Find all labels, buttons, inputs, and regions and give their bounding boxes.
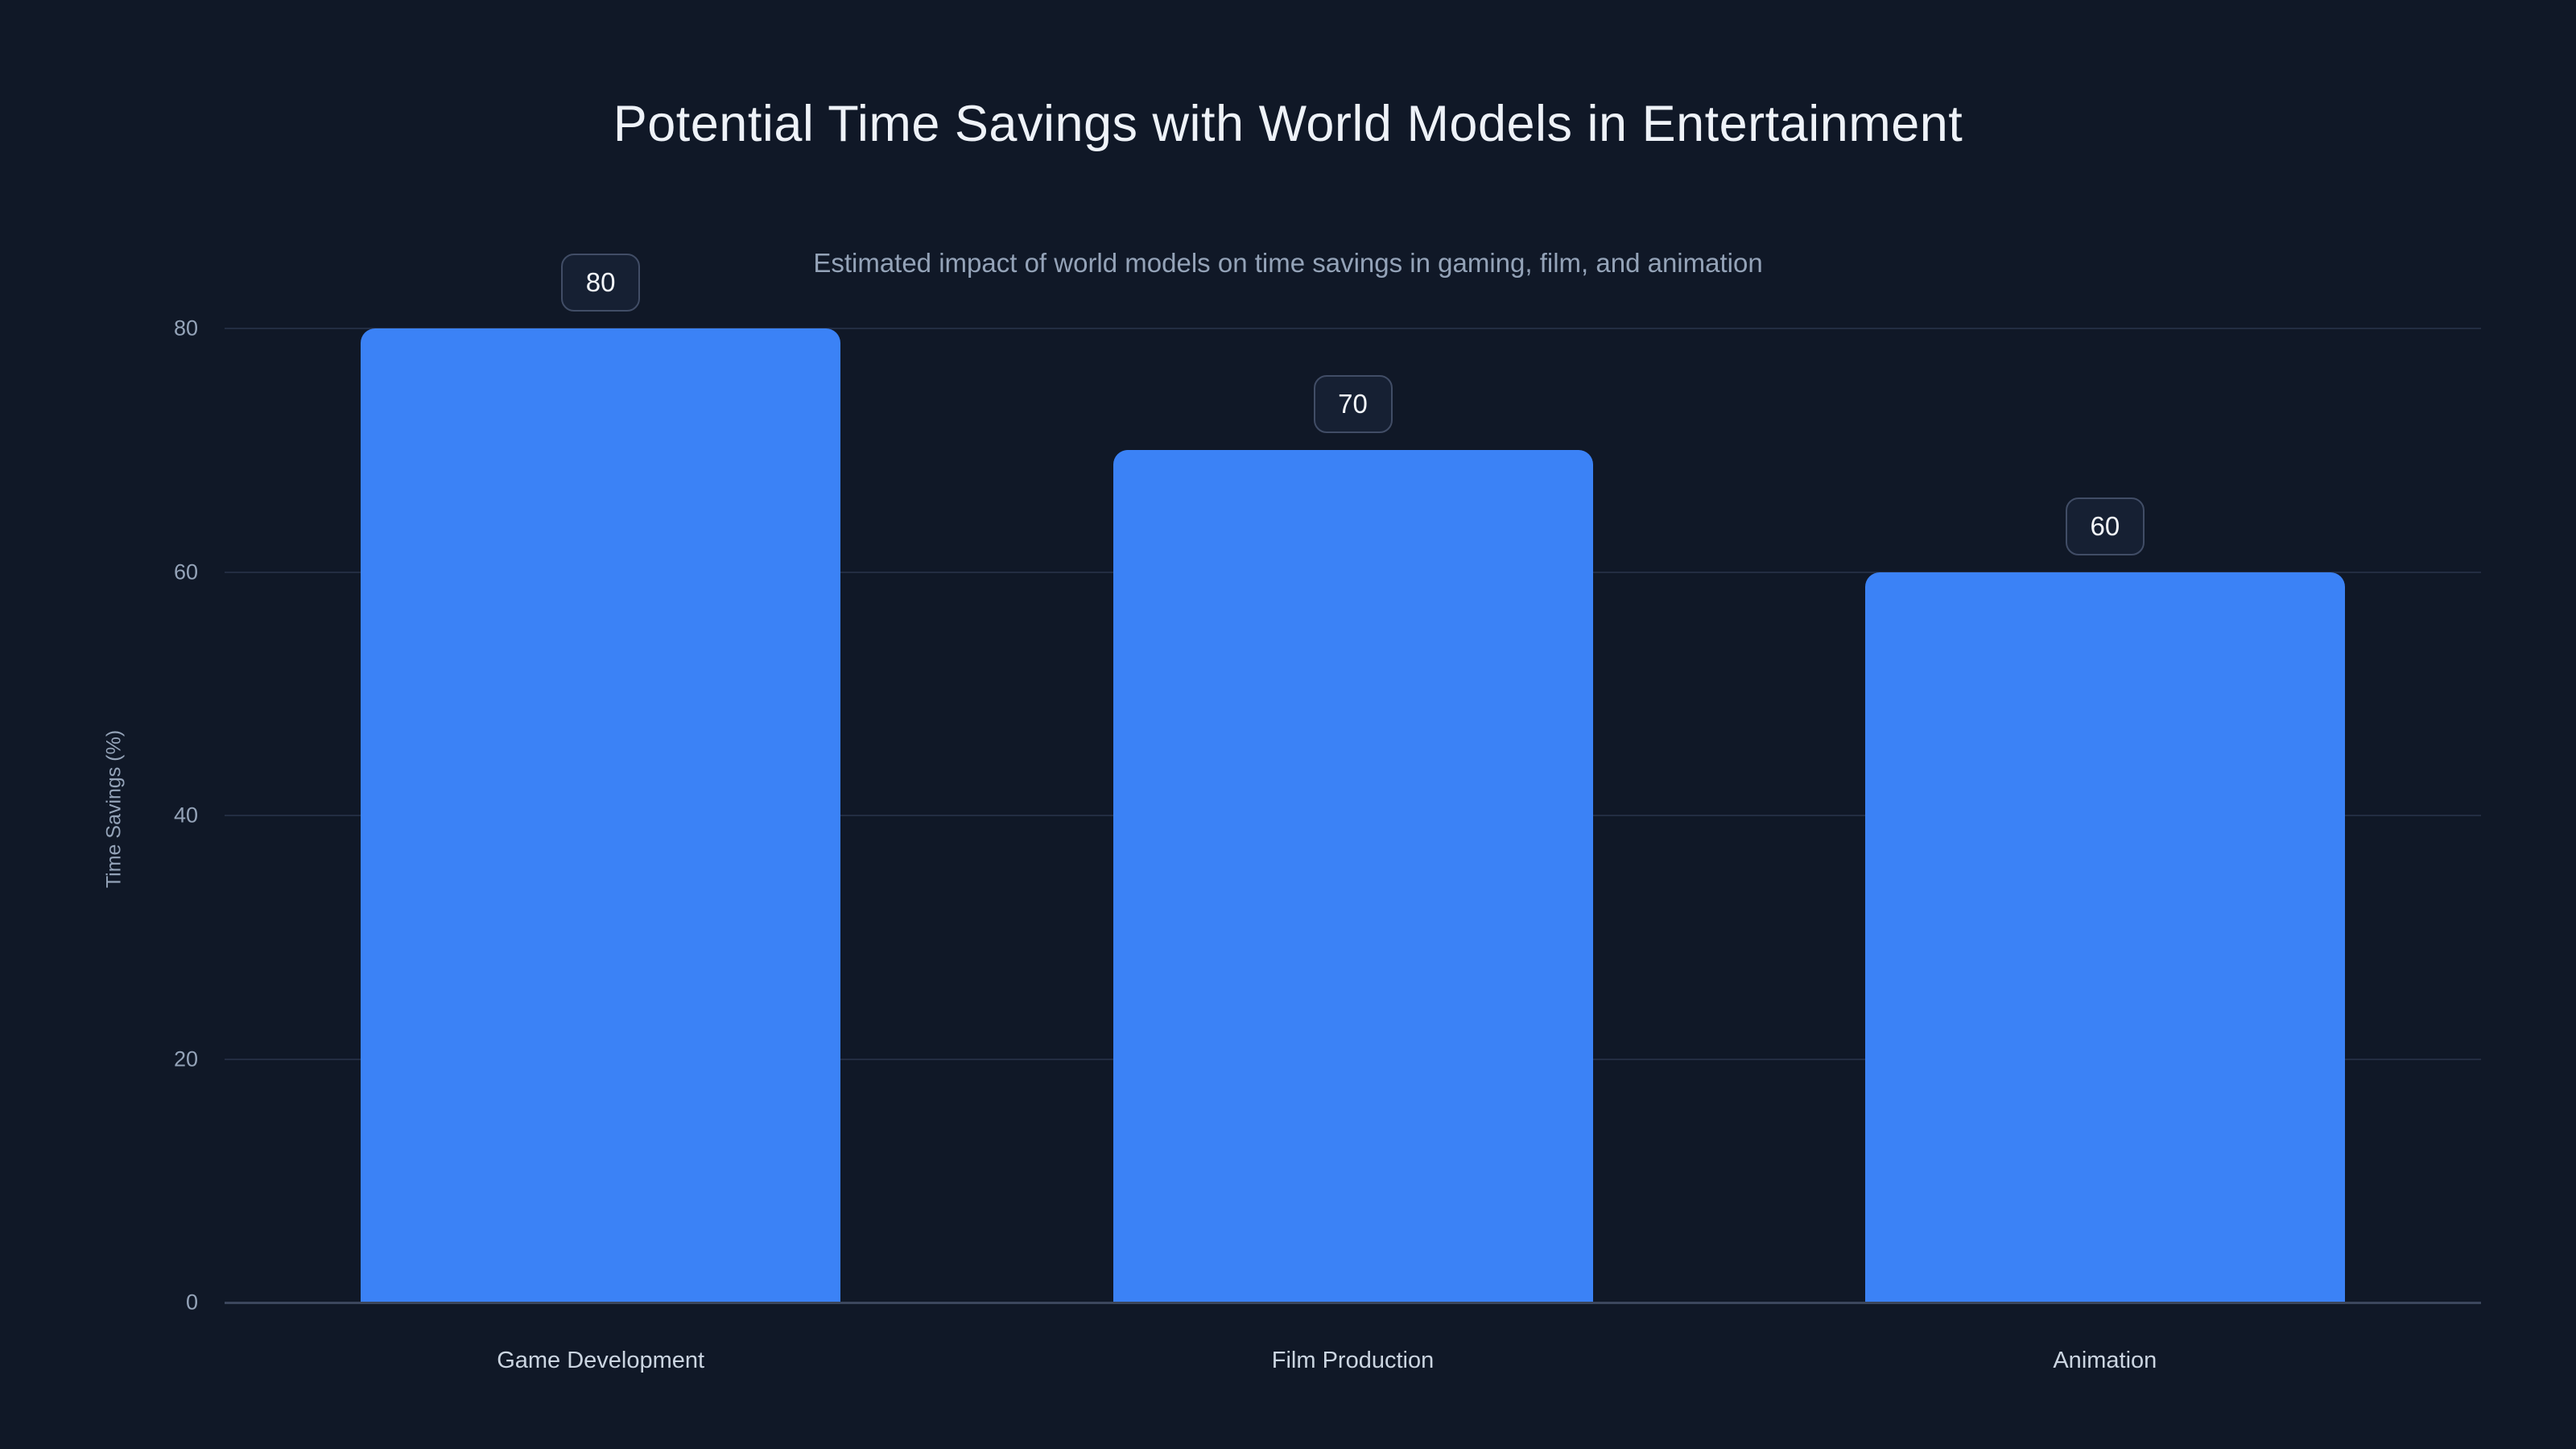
x-axis-line [225,1302,2481,1304]
value-badge-film-production: 70 [1313,375,1393,434]
value-badge-game-development: 80 [561,254,641,312]
y-tick-label-0: 0 [185,1290,198,1315]
x-axis-label-game-development: Game Development [497,1348,705,1373]
chart-subtitle: Estimated impact of world models on time… [813,248,1763,278]
bar-animation [1864,572,2345,1302]
value-badge-animation: 60 [2065,497,2145,555]
y-tick-label-20: 20 [173,1046,198,1071]
gridline-80 [225,328,2481,329]
y-tick-label-80: 80 [173,316,198,341]
chart-title: Potential Time Savings with World Models… [613,96,1963,152]
x-axis-label-animation: Animation [2053,1348,2157,1373]
y-tick-label-40: 40 [173,803,198,828]
bar-film-production [1113,450,1593,1302]
bar-game-development [361,328,841,1302]
x-axis-label-film-production: Film Production [1271,1348,1435,1373]
y-tick-label-60: 60 [173,559,198,584]
